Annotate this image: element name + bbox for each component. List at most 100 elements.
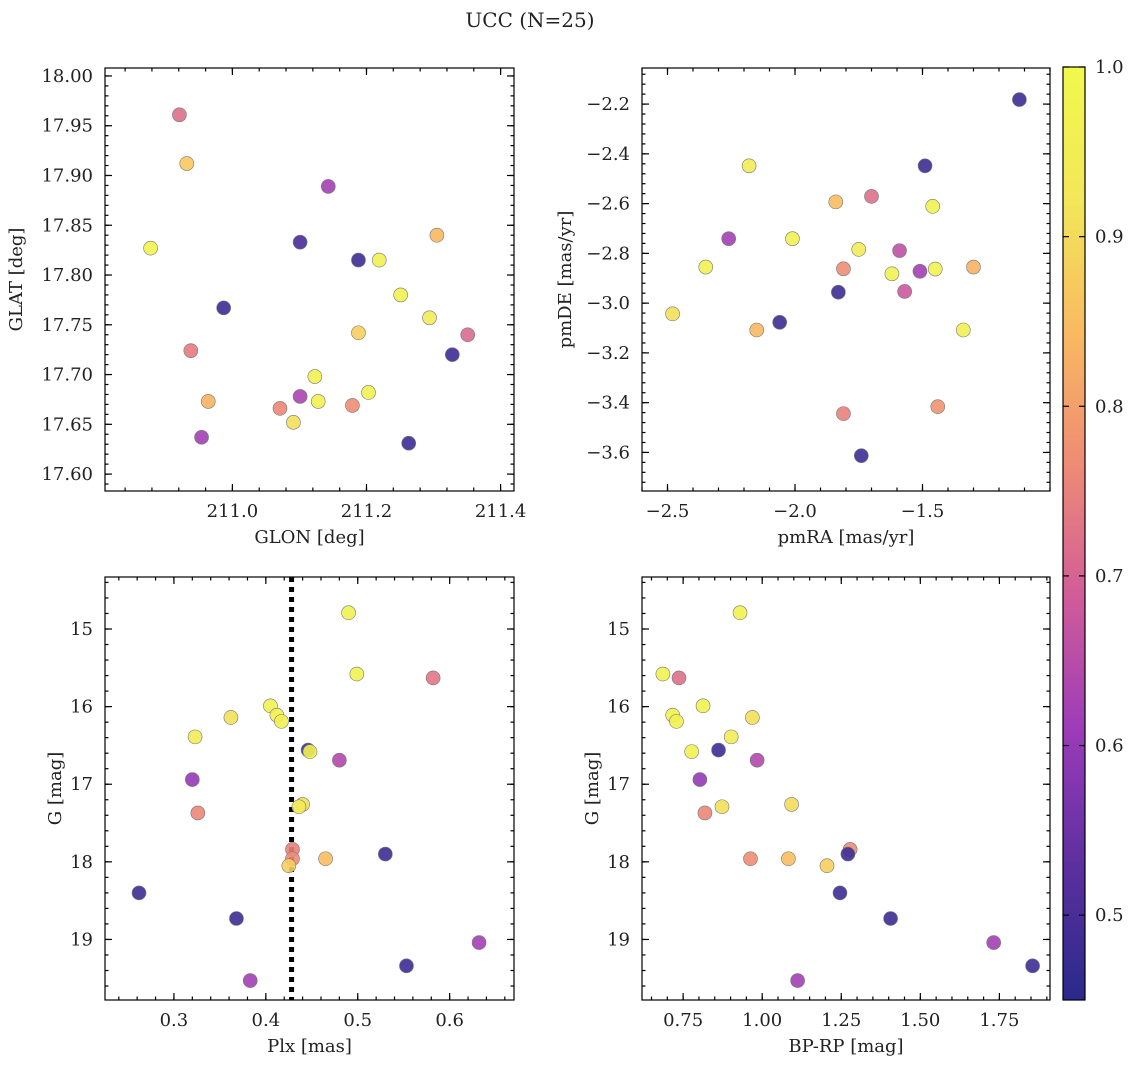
data-point — [695, 698, 711, 714]
data-point — [332, 752, 347, 768]
data-point — [291, 799, 307, 815]
data-point — [772, 314, 788, 330]
data-point — [302, 744, 318, 759]
data-point — [351, 252, 366, 268]
x-tick-label: 1.50 — [900, 1010, 940, 1031]
data-point — [179, 156, 195, 171]
axes-frame — [641, 67, 1051, 492]
data-point — [884, 266, 900, 282]
data-point — [692, 772, 708, 787]
data-point — [892, 243, 907, 258]
y-tick-label: 17.95 — [41, 116, 93, 137]
data-point — [399, 958, 414, 974]
data-point — [749, 322, 765, 338]
y-tick-label: 17.90 — [41, 165, 93, 186]
y-tick-label: 18.00 — [41, 66, 93, 87]
x-tick-label: 0.75 — [663, 1010, 703, 1031]
y-tick-label: 18 — [607, 852, 630, 873]
y-tick-label: −2.8 — [586, 243, 630, 264]
data-point — [883, 911, 898, 926]
data-point — [471, 935, 487, 950]
data-point — [216, 300, 231, 316]
data-point — [320, 179, 336, 194]
data-point — [655, 666, 671, 682]
y-tick-label: 17.70 — [41, 365, 93, 386]
data-point — [745, 710, 760, 725]
x-tick-label: 211.4 — [475, 501, 527, 522]
data-point — [310, 394, 326, 409]
data-point — [286, 415, 301, 430]
data-point — [242, 973, 258, 988]
axes-frame — [104, 67, 515, 492]
data-point — [698, 259, 714, 275]
y-axis-label: pmDE [mas/yr] — [555, 211, 576, 349]
x-tick-label: 1.75 — [979, 1010, 1019, 1031]
colorbar-tick-label: 0.8 — [1095, 396, 1124, 417]
data-point — [274, 714, 289, 729]
data-point — [361, 385, 376, 400]
data-point — [917, 158, 933, 174]
data-point — [425, 670, 441, 686]
y-tick-label: 15 — [607, 619, 630, 640]
data-point — [714, 799, 730, 815]
x-axis-label: Plx [mas] — [267, 1036, 352, 1057]
data-point — [351, 325, 366, 341]
y-tick-label: −3.0 — [586, 293, 630, 314]
data-point — [445, 347, 460, 362]
data-point — [401, 435, 417, 451]
data-point — [349, 666, 365, 682]
y-tick-label: 17.65 — [41, 414, 93, 435]
x-axis-label: BP-RP [mag] — [788, 1036, 903, 1057]
data-point — [784, 797, 799, 812]
data-point — [966, 259, 981, 275]
data-point — [741, 158, 757, 174]
x-tick-label: 0.3 — [160, 1010, 189, 1031]
colorbar-tick-label: 0.9 — [1095, 227, 1124, 248]
panel-proper-motion: −2.5 −2.0 −1.5 −3.6 −3.4 −3.2 −3.0 −2.8 −2.6 −2.4… — [555, 67, 1051, 548]
data-point — [183, 343, 199, 358]
data-point — [697, 805, 713, 821]
data-point — [790, 973, 805, 988]
y-tick-label: 17.85 — [41, 215, 93, 236]
data-point — [912, 263, 928, 279]
data-point — [897, 284, 912, 299]
data-point — [1012, 92, 1027, 107]
panels: 211.0 211.2 211.4 17.60 17.65 17.70 17.75 17.80… — [6, 66, 1051, 1057]
x-tick-label: 211.0 — [207, 501, 259, 522]
panel-position: 211.0 211.2 211.4 17.60 17.65 17.70 17.75 17.80… — [6, 66, 526, 548]
data-point — [190, 805, 206, 821]
data-point — [743, 851, 758, 867]
data-point — [986, 935, 1002, 950]
x-axis-label: pmRA [mas/yr] — [778, 527, 915, 548]
data-point — [819, 858, 835, 874]
data-point — [840, 846, 856, 862]
y-tick-label: −2.4 — [586, 144, 630, 165]
colorbar-tick-label: 0.7 — [1095, 566, 1124, 587]
x-tick-label: 1.25 — [821, 1010, 861, 1031]
y-tick-label: 16 — [607, 697, 630, 718]
y-tick-label: 17 — [70, 774, 93, 795]
data-point — [371, 252, 387, 268]
x-tick-label: 1.00 — [742, 1010, 782, 1031]
data-point — [723, 729, 739, 745]
data-point — [229, 911, 244, 926]
panel-cmd-color: 0.75 1.00 1.25 1.50 1.75 15 16 17 18 19 BP-RP [mag… — [582, 576, 1051, 1057]
data-point — [318, 851, 333, 867]
data-point — [185, 772, 200, 787]
data-point — [721, 231, 737, 246]
y-tick-label: 16 — [70, 697, 93, 718]
y-tick-label: 18 — [70, 852, 93, 873]
data-point — [853, 448, 869, 463]
data-point — [345, 398, 360, 413]
data-point — [785, 231, 800, 246]
data-point — [292, 389, 308, 404]
data-point — [307, 369, 323, 384]
data-point — [460, 327, 476, 343]
x-tick-label: −1.5 — [901, 501, 945, 522]
data-point — [281, 858, 297, 874]
tick-marks — [105, 68, 514, 491]
data-point — [669, 714, 684, 729]
data-point — [378, 846, 393, 862]
x-tick-label: −2.0 — [773, 501, 817, 522]
data-point — [864, 189, 879, 204]
